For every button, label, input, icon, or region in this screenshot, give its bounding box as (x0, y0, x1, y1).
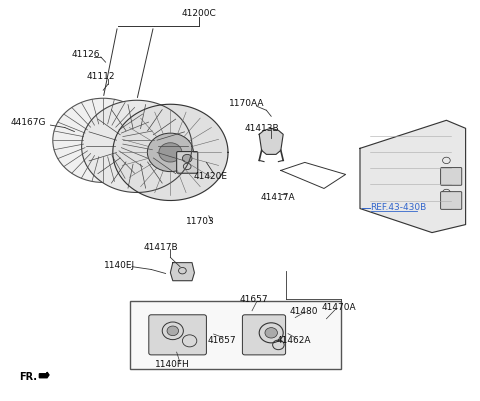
Text: 41112: 41112 (86, 73, 115, 81)
Text: 41470A: 41470A (321, 304, 356, 312)
Text: 41420E: 41420E (193, 172, 227, 181)
Circle shape (53, 98, 154, 182)
Text: 41657: 41657 (207, 336, 236, 344)
Text: FR.: FR. (19, 372, 37, 382)
Circle shape (167, 326, 179, 336)
Text: 41417A: 41417A (260, 193, 295, 202)
Text: 44167G: 44167G (11, 118, 47, 127)
Text: 11703: 11703 (186, 217, 215, 226)
Text: 41480: 41480 (289, 308, 318, 316)
Text: REF.43-430B: REF.43-430B (371, 203, 427, 212)
Polygon shape (170, 263, 194, 281)
Polygon shape (113, 104, 228, 200)
Circle shape (125, 136, 149, 156)
Polygon shape (259, 128, 283, 154)
Text: 41413B: 41413B (244, 124, 279, 133)
Polygon shape (360, 120, 466, 233)
Text: 41417B: 41417B (144, 243, 178, 252)
Text: 41657: 41657 (239, 296, 268, 304)
Circle shape (265, 328, 277, 338)
FancyBboxPatch shape (441, 168, 462, 185)
Polygon shape (82, 100, 192, 192)
Circle shape (83, 124, 123, 157)
FancyBboxPatch shape (177, 152, 198, 173)
Circle shape (115, 128, 158, 164)
Bar (130, 301, 341, 369)
FancyBboxPatch shape (441, 192, 462, 209)
FancyBboxPatch shape (149, 315, 206, 355)
Polygon shape (39, 372, 49, 378)
Text: 1170AA: 1170AA (229, 99, 265, 108)
FancyBboxPatch shape (242, 315, 286, 355)
Circle shape (159, 143, 182, 162)
Text: 1140EJ: 1140EJ (104, 261, 134, 270)
Text: 41462A: 41462A (276, 336, 311, 344)
Circle shape (93, 132, 113, 149)
Text: 41200C: 41200C (182, 9, 216, 18)
Text: 41126: 41126 (71, 50, 100, 59)
Text: 1140FH: 1140FH (155, 360, 189, 369)
Circle shape (182, 154, 192, 162)
Circle shape (147, 133, 193, 172)
